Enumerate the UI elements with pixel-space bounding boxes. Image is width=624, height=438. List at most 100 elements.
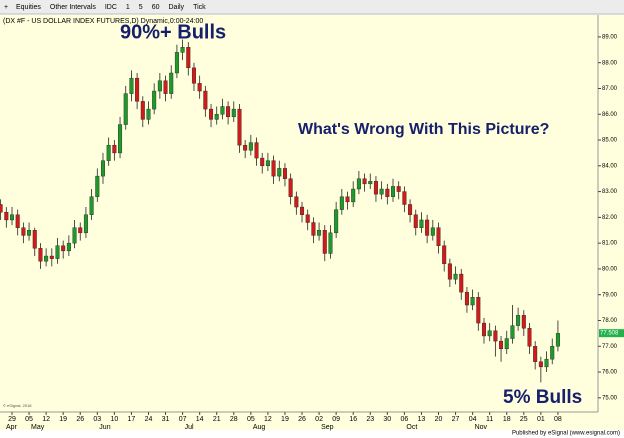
y-tick-label: 80.00 (602, 267, 618, 273)
candle-body (118, 124, 123, 154)
toolbar-add[interactable]: + (4, 4, 8, 11)
candle-body (447, 263, 452, 280)
candle-body (0, 204, 3, 213)
candle-body (516, 315, 521, 326)
toolbar-item[interactable]: Daily (169, 4, 185, 11)
candle-body (135, 77, 140, 102)
x-tick-label: 29 (8, 416, 16, 423)
candle-body (470, 297, 475, 306)
candle-body (555, 333, 560, 347)
annotation: What's Wrong With This Picture? (298, 121, 549, 138)
x-tick-label: 06 (400, 416, 408, 423)
chart-title: (DX #F - US DOLLAR INDEX FUTURES,D) Dyna… (3, 18, 203, 25)
y-tick-label: 78.00 (602, 318, 618, 324)
candle-body (89, 196, 94, 215)
candle-body (152, 90, 157, 110)
x-tick-label: 21 (213, 416, 221, 423)
annotation: 90%+ Bulls (120, 21, 226, 43)
toolbar-item[interactable]: 5 (139, 4, 143, 11)
candle-body (402, 191, 407, 205)
candle-body (334, 209, 339, 234)
candle-body (146, 108, 151, 120)
candle-body (66, 242, 71, 252)
candle-body (254, 142, 259, 159)
candle-body (425, 219, 430, 236)
toolbar-item[interactable]: 60 (152, 4, 160, 11)
candle-body (368, 181, 373, 185)
candle-body (504, 338, 509, 350)
x-tick-label: 09 (332, 416, 340, 423)
x-tick-label: 10 (110, 416, 118, 423)
candle-body (186, 47, 191, 69)
candle-body (294, 196, 299, 208)
x-tick-label: 03 (93, 416, 101, 423)
last-value-label: 77.508 (600, 331, 619, 337)
candle-body (300, 206, 305, 215)
candle-body (49, 255, 54, 259)
candle-body (226, 106, 231, 118)
candle-body (419, 219, 424, 228)
candle-body (379, 188, 384, 195)
x-tick-label: 05 (247, 416, 255, 423)
candle-body (169, 72, 174, 94)
toolbar-item[interactable]: Equities (16, 4, 41, 11)
candle-body (459, 273, 464, 293)
candle-body (44, 255, 49, 262)
candle-body (288, 178, 293, 197)
plot-area (0, 15, 598, 412)
candle-body (430, 227, 435, 236)
candle-body (237, 108, 242, 146)
footer: Published by eSignal (www.esignal.com) (512, 431, 620, 437)
x-tick-label: 17 (128, 416, 136, 423)
price-axis (598, 15, 624, 412)
x-tick-label: 19 (281, 416, 289, 423)
candle-body (277, 168, 282, 177)
candle-body (72, 227, 77, 244)
month-label: Jul (185, 424, 194, 431)
toolbar-item[interactable]: Other Intervals (50, 4, 96, 11)
y-tick-label: 87.00 (602, 86, 618, 92)
candle-body (231, 108, 236, 118)
candle-body (436, 227, 441, 246)
candle-body (527, 328, 532, 347)
candle-body (140, 101, 145, 120)
candle-body (129, 77, 134, 94)
candle-body (544, 358, 549, 368)
x-tick-label: 16 (349, 416, 357, 423)
candle-body (78, 227, 83, 234)
candle-body (209, 108, 214, 120)
candle-body (27, 230, 32, 236)
y-tick-label: 76.00 (602, 370, 618, 376)
toolbar (0, 0, 624, 14)
candle-body (351, 188, 356, 203)
candle-body (413, 214, 418, 228)
month-label: Aug (253, 424, 266, 431)
candle-body (396, 186, 401, 192)
candle-body (373, 181, 378, 195)
candle-body (499, 340, 504, 350)
toolbar-item[interactable]: 1 (126, 4, 130, 11)
month-label: Oct (406, 424, 417, 431)
x-tick-label: 11 (486, 416, 493, 423)
toolbar-item[interactable]: IDC (105, 4, 117, 11)
candle-body (453, 273, 458, 280)
x-tick-label: 30 (383, 416, 391, 423)
y-tick-label: 85.00 (602, 138, 618, 144)
x-tick-label: 05 (25, 416, 33, 423)
month-label: Sep (321, 424, 334, 431)
x-tick-label: 12 (42, 416, 50, 423)
time-axis (0, 412, 624, 430)
candle-body (362, 178, 367, 185)
candle-body (112, 144, 117, 154)
candle-body (493, 330, 498, 342)
candle-body (38, 248, 43, 262)
candle-body (32, 230, 37, 249)
candle-body (83, 214, 88, 234)
month-label: Nov (475, 424, 488, 431)
candle-body (61, 245, 66, 252)
toolbar-item[interactable]: Tick (193, 4, 206, 11)
x-tick-label: 20 (435, 416, 443, 423)
candle-body (339, 196, 344, 210)
